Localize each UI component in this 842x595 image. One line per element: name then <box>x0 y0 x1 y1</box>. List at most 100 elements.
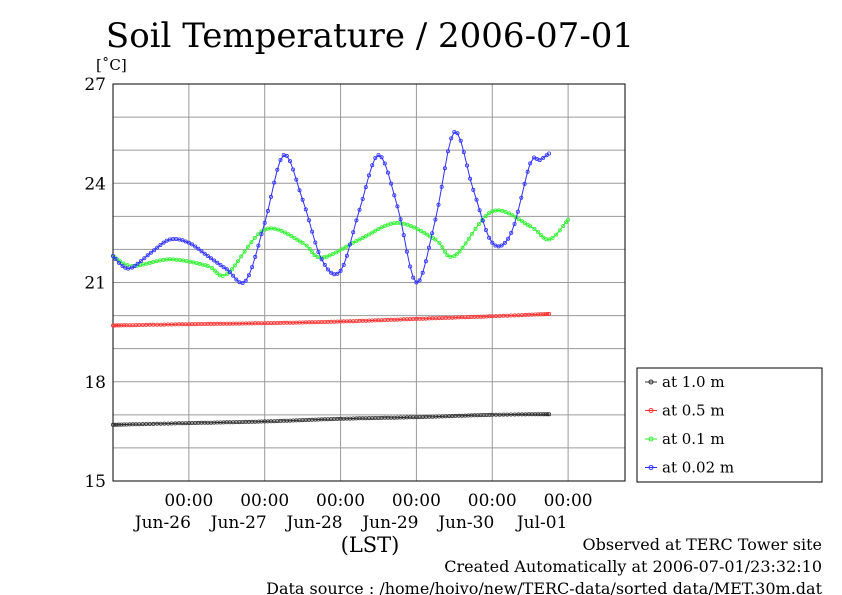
data-point <box>493 412 498 417</box>
data-point <box>119 422 124 427</box>
data-point <box>300 197 305 202</box>
data-point <box>208 256 213 261</box>
legend-label: at 1.0 m <box>662 373 725 391</box>
data-point <box>330 251 335 256</box>
data-point <box>550 235 555 240</box>
data-point <box>510 213 515 218</box>
x-tick-date: Jun-29 <box>360 513 418 533</box>
data-point <box>476 222 481 227</box>
legend-label: at 0.5 m <box>662 402 725 420</box>
data-point <box>297 188 302 193</box>
data-point <box>455 131 460 136</box>
data-point <box>151 421 156 426</box>
data-point <box>322 262 327 267</box>
data-point <box>235 259 240 264</box>
data-point <box>557 228 562 233</box>
y-axis-ticks: 15 18 21 24 27 <box>84 75 106 492</box>
data-point <box>373 155 378 160</box>
data-point <box>458 138 463 143</box>
data-point <box>220 273 225 278</box>
data-point <box>512 412 517 417</box>
data-point <box>291 167 296 172</box>
x-tick-time: 00:00 <box>392 491 441 511</box>
data-point <box>512 221 517 226</box>
data-point <box>516 217 521 222</box>
legend-box <box>636 367 823 483</box>
data-point <box>442 249 447 254</box>
data-point <box>205 263 210 268</box>
data-point <box>408 223 413 228</box>
data-point <box>404 249 409 254</box>
data-point <box>532 226 537 231</box>
data-point <box>249 240 254 245</box>
x-tick-date: Jun-30 <box>436 513 494 533</box>
data-point <box>164 238 169 243</box>
data-point <box>487 235 492 240</box>
data-point <box>351 230 356 235</box>
data-point <box>354 239 359 244</box>
data-point <box>289 234 294 239</box>
data-point <box>480 218 485 223</box>
series-line <box>113 313 550 326</box>
series-layer <box>111 129 571 427</box>
data-point <box>522 181 527 186</box>
data-point <box>295 237 300 242</box>
data-point <box>162 322 167 327</box>
data-point <box>547 237 552 242</box>
data-point <box>186 240 191 245</box>
data-point <box>449 136 454 141</box>
data-point <box>287 159 292 164</box>
data-point <box>161 240 166 245</box>
data-point <box>154 259 159 264</box>
series-line <box>112 131 550 284</box>
data-point <box>212 268 217 273</box>
data-point <box>512 313 517 318</box>
data-point <box>169 322 174 327</box>
y-tick-label: 18 <box>84 373 106 393</box>
data-point <box>543 312 548 317</box>
data-point <box>508 313 513 318</box>
data-point <box>385 170 390 175</box>
data-point <box>373 228 378 233</box>
data-point <box>483 227 488 232</box>
data-point <box>468 176 473 181</box>
data-point <box>454 252 459 257</box>
data-point <box>126 266 131 271</box>
data-point <box>537 158 542 163</box>
data-point <box>411 275 416 280</box>
data-point <box>509 230 514 235</box>
data-point <box>360 196 365 201</box>
data-point <box>547 412 552 417</box>
data-point <box>401 221 406 226</box>
data-point <box>382 161 387 166</box>
data-point <box>357 207 362 212</box>
data-point <box>414 280 419 285</box>
data-point <box>227 270 232 275</box>
data-point <box>300 240 305 245</box>
data-point <box>366 232 371 237</box>
data-point <box>245 244 250 249</box>
data-point <box>158 242 163 247</box>
data-point <box>440 245 445 250</box>
data-point <box>448 254 453 259</box>
data-point <box>461 150 466 155</box>
data-point <box>436 202 441 207</box>
data-point <box>490 314 495 319</box>
data-point <box>169 421 174 426</box>
data-point <box>370 163 375 168</box>
data-point <box>155 421 160 426</box>
data-point <box>232 263 237 268</box>
data-point <box>398 217 403 222</box>
data-point <box>442 166 447 171</box>
y-axis-unit: [˚C] <box>96 56 127 74</box>
data-point <box>242 249 247 254</box>
data-point <box>278 157 283 162</box>
data-point <box>303 207 308 212</box>
data-point <box>337 248 342 253</box>
y-tick-label: 15 <box>84 472 106 492</box>
data-point <box>224 267 229 272</box>
data-point <box>535 229 540 234</box>
data-point <box>452 129 457 134</box>
data-point <box>464 163 469 168</box>
data-point <box>423 259 428 264</box>
